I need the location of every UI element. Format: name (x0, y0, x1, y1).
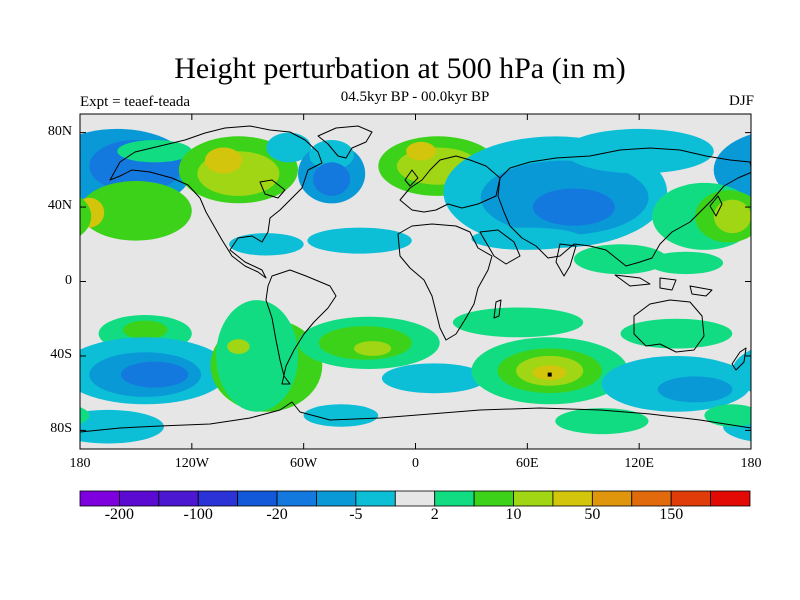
contour-blob (0, 356, 80, 412)
coastlines (80, 125, 751, 433)
colorbar-swatch (394, 490, 436, 507)
colorbar-swatch (197, 490, 239, 507)
x-tick-label: 180 (740, 456, 762, 471)
contour-blob (80, 181, 192, 241)
colorbar-swatch (670, 490, 711, 507)
colorbar-label: -20 (266, 506, 288, 523)
y-tick-label: 40S (50, 346, 72, 362)
contour-fill-layer (0, 128, 800, 444)
contour-blob (354, 341, 392, 356)
contour-blob (406, 141, 436, 161)
x-tick-label: 60E (516, 456, 539, 471)
y-tick-label: 80S (50, 421, 72, 437)
colorbar-label: -5 (349, 506, 363, 523)
contour-blob (80, 409, 164, 444)
colorbar-swatch (513, 490, 554, 507)
colorbar-swatch (119, 490, 160, 507)
colorbar-label: 50 (584, 506, 601, 523)
y-tick-label: 40N (47, 198, 72, 214)
contour-blob (229, 233, 304, 256)
contour-blob (80, 201, 86, 232)
y-tick-label: 0 (65, 272, 72, 288)
colorbar-swatch (79, 490, 120, 507)
colorbar-label: -200 (104, 506, 135, 523)
contour-blob (122, 320, 168, 340)
colorbar-swatch (473, 490, 514, 507)
contour-blob (227, 339, 250, 354)
maximum-marker (547, 372, 552, 377)
page-title: Height perturbation at 500 hPa (in m) (174, 52, 626, 85)
y-tick-label: 80N (47, 123, 72, 139)
x-tick-label: 60W (290, 456, 318, 471)
colorbar-swatch (591, 490, 633, 507)
contour-blob (452, 307, 584, 338)
contour-blob (532, 188, 615, 226)
x-tick-label: 180 (69, 456, 91, 471)
colorbar-swatch (158, 490, 199, 507)
contour-blob (266, 132, 312, 163)
contour-blob (471, 227, 584, 250)
contour-blob (573, 244, 668, 275)
contour-blob (620, 318, 733, 349)
x-tick-label: 120W (174, 456, 209, 471)
subtitle: 04.5kyr BP - 00.0kyr BP (340, 89, 490, 105)
contour-blob (555, 408, 649, 435)
contour-blob (648, 251, 724, 275)
x-tick-label: 0 (412, 456, 419, 471)
colorbar-label: 150 (659, 506, 684, 523)
colorbar-swatch (434, 490, 475, 507)
x-tick-label: 120E (624, 456, 654, 471)
contour-blob (121, 361, 189, 388)
season-label: DJF (728, 93, 754, 109)
colorbar-swatch (552, 490, 593, 507)
colorbar-swatch (316, 490, 357, 507)
contour-blob (704, 404, 751, 427)
contour-blob (564, 128, 714, 174)
colorbar-label: 10 (505, 506, 522, 523)
contour-blob (307, 227, 412, 254)
colorbar-swatch (237, 490, 278, 507)
contour-blob (80, 407, 90, 424)
contour-blob (657, 376, 733, 403)
colorbar-label: -100 (183, 506, 213, 523)
contour-blob (204, 147, 243, 174)
colorbar-label: 2 (430, 506, 439, 523)
contour-blob (303, 404, 379, 427)
colorbar-swatch (276, 490, 317, 507)
contour-blob (313, 162, 351, 196)
colorbar-swatch (631, 490, 672, 507)
axis-ticks (79, 114, 752, 449)
contour-blob (216, 300, 299, 412)
experiment-label: Expt = teaef-teada (80, 94, 191, 110)
contour-blob (381, 363, 487, 394)
contour-blob (117, 140, 192, 163)
contour-blob (713, 199, 751, 234)
contour-blob (309, 140, 354, 170)
colorbar-swatch (710, 490, 751, 507)
colorbar-swatch (355, 490, 396, 507)
contour-blob (751, 181, 800, 241)
colorbar (79, 490, 751, 507)
